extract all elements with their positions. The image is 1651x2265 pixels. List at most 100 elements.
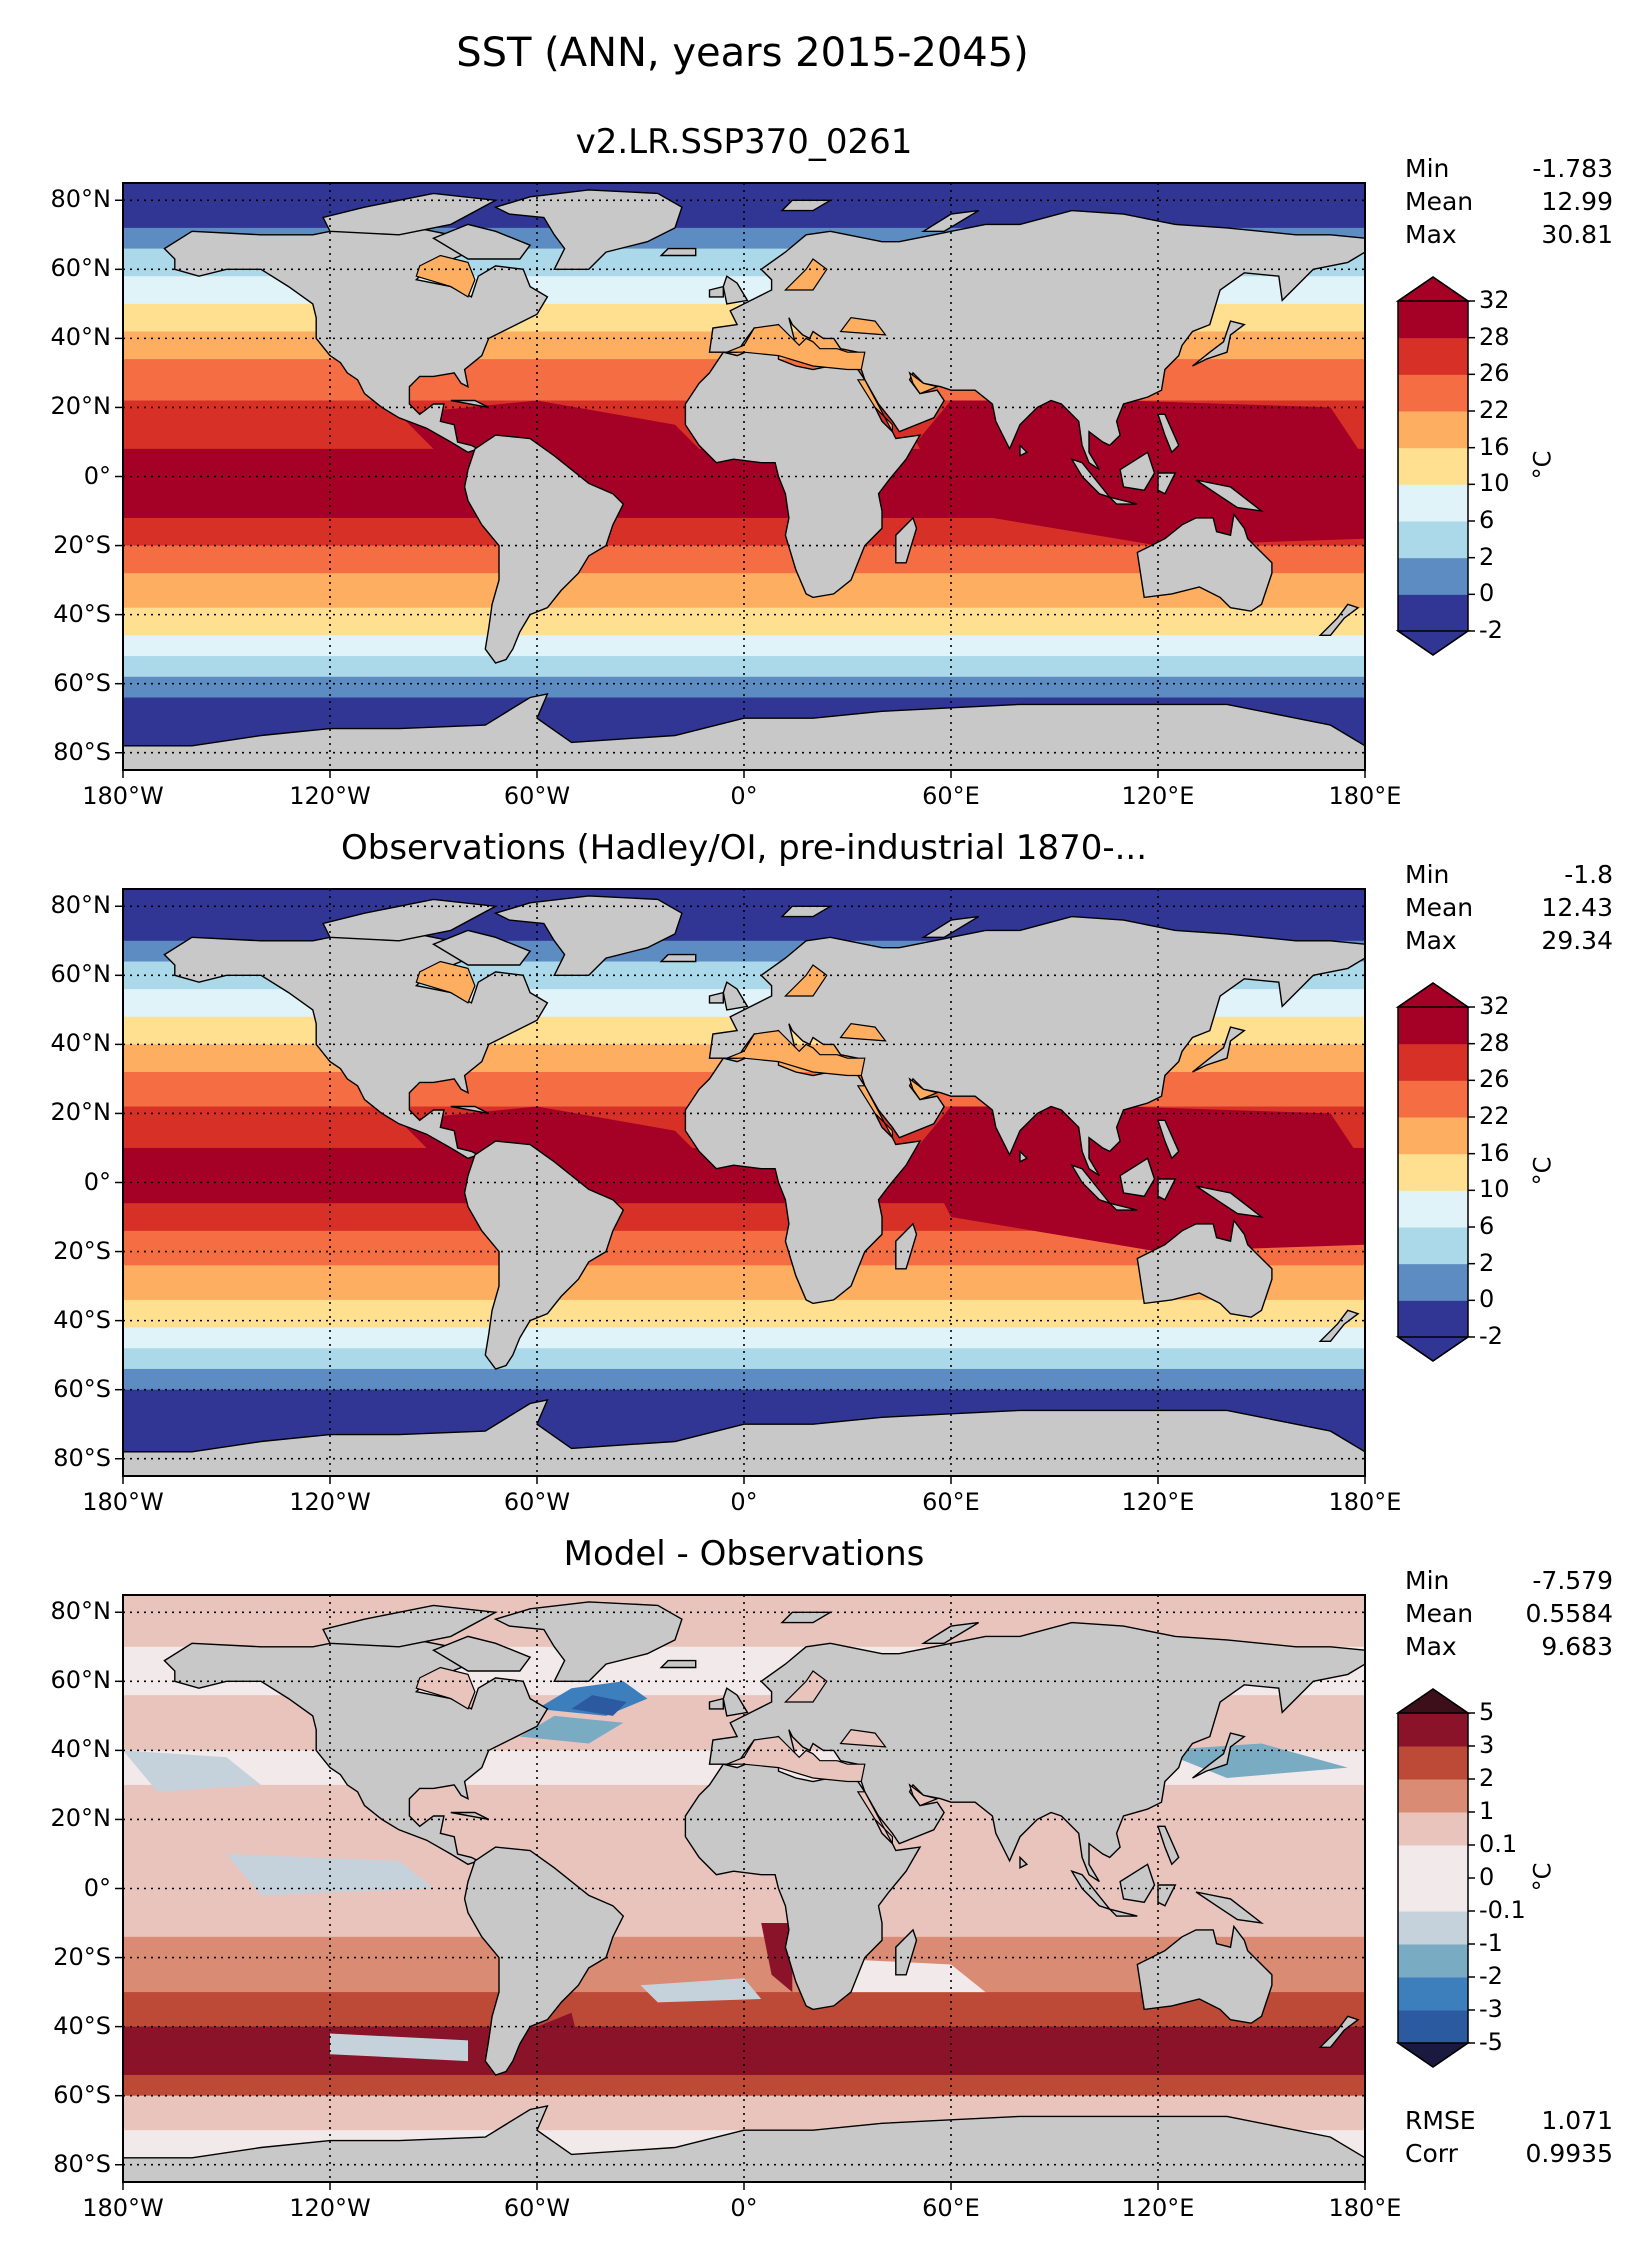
map-panel-model [115,182,1366,778]
panel-title-diff: Model - Observations [563,1534,925,1574]
panel-title-obs: Observations (Hadley/OI, pre-industrial … [340,828,1148,868]
colorbar-segment [1398,1911,1468,1945]
inland-sea [415,254,476,298]
inland-sea [726,323,866,371]
anomaly-region [571,1695,627,1716]
stats-diff-extra: RMSE 1.071 Corr 0.9935 [1405,2104,1613,2170]
land-mass [450,1105,490,1115]
colorbar-tick-label: -3 [1479,1995,1503,2023]
colorbar-segment [1398,337,1468,375]
inland-sea [856,1791,893,1844]
stat-max: Max 29.34 [1405,926,1613,955]
lat-tick-label: 80°N [50,185,112,214]
colorbar-tick-label: 0 [1479,1863,1495,1891]
anomaly-region [519,1715,624,1744]
land-mass [1157,1825,1180,1866]
colorbar-tick-label: 28 [1479,322,1510,351]
colorbar-tick-label: 0.1 [1479,1830,1518,1858]
inland-sea [415,960,476,1004]
colorbar-tick-label: 26 [1479,1065,1510,1094]
lon-tick-label: 180°W [82,2194,164,2222]
land-mass [1119,1863,1156,1904]
colorbar-model [1395,276,1475,656]
inland-sea [415,1666,476,1710]
land-mass [493,895,683,976]
lon-tick-label: 60°W [503,1488,571,1516]
colorbar-tick-label: 26 [1479,359,1510,388]
colorbar-segment [1398,374,1468,412]
colorbar-segment [1398,594,1468,632]
lon-tick-label: 60°E [922,2194,980,2222]
land-mass [1019,1149,1029,1163]
warm-pool [399,1106,710,1166]
land-mass [1192,1026,1246,1073]
lat-tick-label: 40°N [50,1735,112,1764]
map-panel-obs [115,888,1366,1484]
colorbar-segment [1398,1944,1468,1978]
inland-sea [908,1783,940,1807]
lon-tick-label: 120°W [289,782,371,810]
stat-min: Min -1.783 [1405,154,1613,183]
inland-sea [726,1029,866,1077]
land-mass [1195,1185,1265,1219]
colorbar-segment [1398,301,1468,339]
colorbar-extend-min [1395,1336,1471,1362]
colorbar-extend-max [1395,1688,1471,1714]
land-mass [493,1601,683,1682]
lat-tick-label: 20°S [53,1236,111,1265]
land-mass [1070,1163,1112,1205]
land-mass [123,2105,1365,2182]
lon-tick-label: 120°E [1121,2194,1195,2222]
colorbar-segment [1398,557,1468,595]
land-mass [1107,1907,1138,1917]
land-mass [1318,1309,1360,1342]
map-field [123,183,1365,770]
inland-sea [839,317,887,336]
colorbar-segment [1398,484,1468,522]
colorbar-unit-label: °C [1528,1862,1557,1892]
lon-tick-label: 180°E [1328,2194,1402,2222]
lat-tick-label: 40°N [50,1029,112,1058]
colorbar-segment [1398,1190,1468,1228]
colorbar-tick-label: 32 [1479,992,1510,1020]
lat-tick-label: 20°N [50,1098,112,1127]
inland-sea [856,379,893,432]
inland-sea [908,371,940,395]
colorbar-tick-label: -2 [1479,1962,1503,1990]
map-field [123,1595,1365,2182]
land-mass [1119,1157,1156,1198]
land-mass [708,1697,724,1710]
land-mass [1195,1891,1265,1925]
lat-tick-label: 60°S [53,668,111,697]
colorbar-segment [1398,1227,1468,1265]
lon-tick-label: 120°W [289,2194,371,2222]
land-mass [708,285,724,298]
colorbar-tick-label: -2 [1479,1322,1503,1350]
anomaly-region [537,2012,579,2048]
lon-tick-label: 120°E [1121,1488,1195,1516]
lat-tick-label: 20°N [50,1804,112,1833]
stat-max: Max 9.683 [1405,1632,1613,1661]
land-mass [1107,495,1138,505]
lat-tick-label: 20°S [53,530,111,559]
lat-tick-label: 20°S [53,1942,111,1971]
anomaly-region [761,1923,793,1993]
lat-tick-label: 0° [83,1873,111,1902]
colorbar-segment [1398,1117,1468,1155]
land-mass [1195,479,1265,513]
colorbar-tick-label: 16 [1479,432,1510,461]
land-mass [1192,320,1246,367]
colorbar-segment [1398,411,1468,449]
land-mass [1119,451,1156,492]
inland-sea [856,1085,893,1138]
colorbar-segment [1398,1263,1468,1301]
colorbar-tick-label: 16 [1479,1138,1510,1167]
land-mass [895,1928,918,1976]
stat-mean: Mean 12.43 [1405,893,1613,922]
lat-tick-label: 60°S [53,1374,111,1403]
lat-tick-label: 40°N [50,323,112,352]
land-mass [1019,1855,1029,1869]
lat-tick-label: 60°N [50,1666,112,1695]
land-mass [708,991,724,1004]
stats-diff: Min -7.579 Mean 0.5584 Max 9.683 [1405,1564,1613,1663]
